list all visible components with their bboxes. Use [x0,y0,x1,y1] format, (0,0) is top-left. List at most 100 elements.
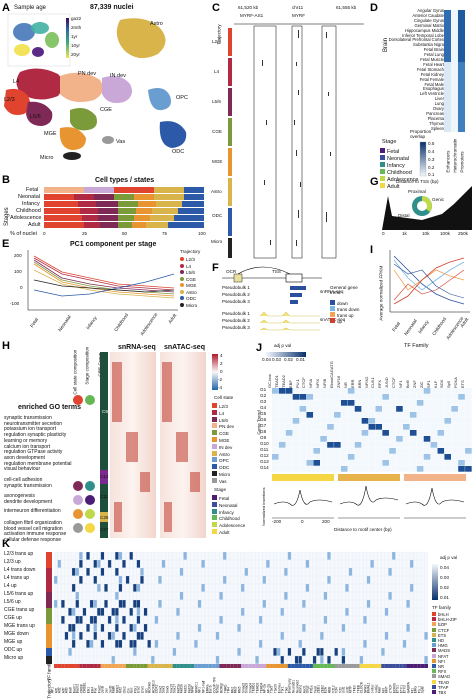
j-heat-cell [403,448,410,454]
j-heat-cell [416,448,424,454]
k-heat-cell [57,639,62,648]
k-heat-cell [201,655,205,664]
h-pie-column [73,395,95,533]
k-family-item: NR [432,664,444,669]
k-heat-cell [222,575,227,584]
k-heat-cell [251,599,256,608]
k-heat-cell [424,591,428,600]
j-col-label: ERR [349,379,355,388]
k-heat-cell [215,631,220,640]
k-heat-cell [82,599,87,608]
k-heat-cell [399,591,403,600]
k-heat-cell [97,631,101,640]
j-col-label: ETS [460,380,466,388]
k-heat-cell [150,583,155,592]
k-heat-cell [395,647,400,656]
k-heat-cell [61,599,65,608]
k-heat-cell [122,655,126,664]
k-heat-cell [266,655,270,664]
k-heat-cell [226,615,231,624]
k-heat-cell [168,583,173,592]
k-heat-cell [273,559,277,568]
k-heat-cell [337,655,342,664]
k-heat-cell [237,639,241,648]
k-heat-cell [133,599,137,608]
j-heat-cell [272,418,279,424]
k-heat-cell [309,591,313,600]
k-heat-cell [179,631,184,640]
k-heat-cell [64,551,69,560]
k-family-cell [215,664,220,668]
k-heat-cell [323,607,328,616]
j-heat-cell [320,412,327,418]
j-heat-cell [347,460,355,466]
k-heat-cell [197,575,202,584]
k-heat-cell [323,623,328,632]
k-heat-cell [89,551,94,560]
k-heat-cell [413,639,418,648]
k-family-cell [172,664,177,668]
k-heat-cell [244,575,249,584]
k-heat-cell [409,599,414,608]
e-xtick-0: Fetal [29,317,40,329]
k-family-item: bHLH-ZIP [432,617,457,622]
k-heat-cell [176,551,180,560]
k-heat-cell [240,631,245,640]
k-heat-cell [345,615,349,624]
j-heat-cell [375,400,383,406]
k-heat-cell [262,647,267,656]
k-family-label: HD [438,638,445,643]
k-heat-cell [294,639,299,648]
k-heat-cell [305,567,310,576]
k-heat-cell [291,655,295,664]
k-heat-cell [233,655,238,664]
j-heat-cell [340,412,348,418]
line-chart-i [389,250,470,313]
k-heat-cell [334,647,338,656]
k-heat-cell [413,559,418,568]
k-heat-cell [61,623,65,632]
k-heat-cell [97,639,101,648]
k-heat-cell [384,559,389,568]
coord-right: 61,555 kb [336,5,357,10]
k-heat-cell [129,583,134,592]
k-heat-cell [219,567,223,576]
k-heat-cell [118,623,123,632]
k-family-cell [176,664,180,668]
k-heat-cell [71,647,76,656]
k-heat-cell [118,591,123,600]
k-heat-cell [373,559,378,568]
k-heat-cell [269,655,274,664]
k-family-cell [71,664,76,668]
k-scale-3: 0.01 [440,595,449,600]
j-heat-cell [285,418,293,424]
k-heat-cell [75,591,80,600]
k-heat-cell [237,583,241,592]
k-family-cell [395,664,400,668]
k-heat-cell [61,631,65,640]
e-legend-item: Astro [180,289,197,296]
k-family-cell [54,664,58,668]
k-heat-cell [373,623,378,632]
k-heat-cell [176,583,180,592]
k-heat-cell [413,575,418,584]
k-heat-cell [158,607,162,616]
nuclei-count: 87,339 nuclei [90,4,134,11]
k-heat-cell [125,559,130,568]
k-heat-cell [75,583,80,592]
k-heat-cell [409,591,414,600]
j-heat-cell [368,418,376,424]
stage-label-infancy: Infancy [22,201,40,207]
k-heat-cell [82,551,87,560]
go-term: dendrite development [4,498,53,505]
k-heat-cell [176,591,180,600]
j-row-label: G2 [260,393,267,398]
j-motif-xlabel: Distance to motif center (bp) [334,527,392,532]
k-heat-cell [312,639,317,648]
k-heat-cell [93,607,98,616]
k-heat-cell [266,599,270,608]
k-heat-cell [86,623,90,632]
k-heat-cell [337,607,342,616]
k-heat-cell [186,551,191,560]
k-heat-cell [190,599,195,608]
